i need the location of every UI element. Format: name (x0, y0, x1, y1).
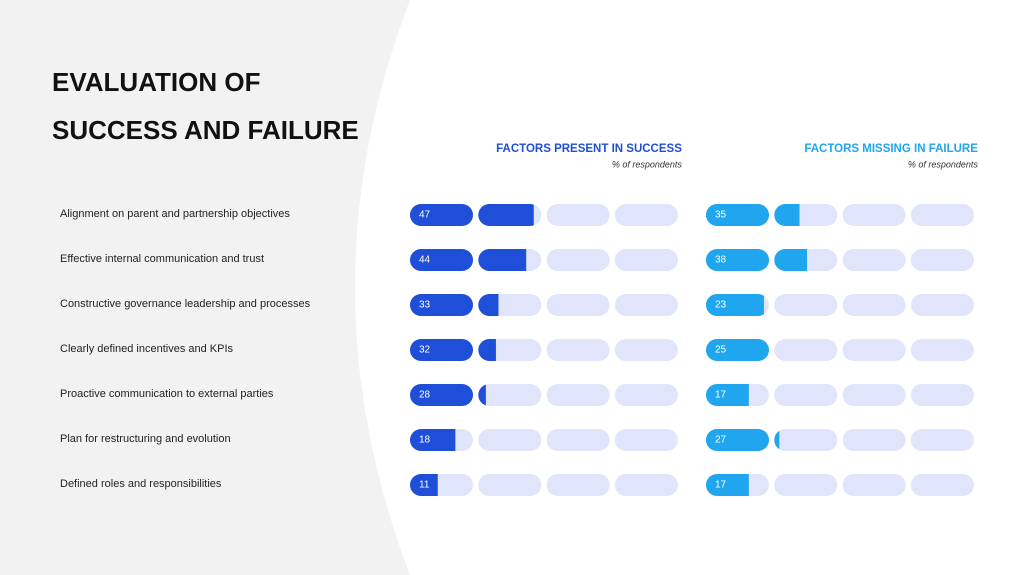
track (774, 429, 838, 451)
value-label: 28 (419, 390, 431, 401)
bar (706, 294, 764, 316)
track (910, 429, 974, 451)
track (910, 249, 974, 271)
background-curve (0, 0, 410, 575)
row-label: Effective internal communication and tru… (60, 253, 264, 265)
track (546, 294, 610, 316)
chart-subtitle: % of respondents (908, 159, 979, 169)
row-label: Clearly defined incentives and KPIs (60, 343, 234, 355)
chart-subtitle: % of respondents (612, 159, 683, 169)
track (614, 204, 678, 226)
slide-title: EVALUATION OF SUCCESS AND FAILURE (52, 67, 359, 145)
track (774, 474, 838, 496)
track (910, 204, 974, 226)
bar (410, 474, 438, 496)
chart-title: FACTORS MISSING IN FAILURE (804, 143, 978, 155)
track (614, 249, 678, 271)
track (478, 384, 542, 406)
track (910, 339, 974, 361)
value-label: 11 (419, 480, 430, 491)
track (478, 429, 542, 451)
track (842, 429, 906, 451)
row-label: Plan for restructuring and evolution (60, 433, 231, 445)
bar (706, 384, 749, 406)
track (910, 384, 974, 406)
value-label: 17 (715, 390, 727, 401)
row-label: Proactive communication to external part… (60, 388, 274, 400)
value-label: 23 (715, 300, 727, 311)
bar (706, 429, 780, 451)
track (910, 474, 974, 496)
track (546, 384, 610, 406)
track (842, 474, 906, 496)
track (614, 294, 678, 316)
bar (706, 339, 775, 361)
track (546, 249, 610, 271)
track (910, 294, 974, 316)
bar (410, 429, 456, 451)
value-label: 33 (419, 300, 431, 311)
track (614, 339, 678, 361)
track (546, 339, 610, 361)
track (546, 429, 610, 451)
track (546, 204, 610, 226)
bar (706, 474, 749, 496)
track (842, 339, 906, 361)
row-label: Alignment on parent and partnership obje… (60, 208, 290, 220)
row-label: Constructive governance leadership and p… (60, 298, 311, 310)
bar (706, 249, 808, 271)
value-label: 47 (419, 210, 431, 221)
bar (706, 204, 800, 226)
track (774, 339, 838, 361)
track (774, 384, 838, 406)
track (614, 429, 678, 451)
track (842, 249, 906, 271)
value-label: 27 (715, 435, 727, 446)
bar (410, 204, 534, 226)
value-label: 18 (419, 435, 431, 446)
value-label: 35 (715, 210, 727, 221)
value-label: 25 (715, 345, 727, 356)
track (614, 384, 678, 406)
bar (410, 249, 527, 271)
track (842, 384, 906, 406)
track (842, 294, 906, 316)
value-label: 17 (715, 480, 727, 491)
track (614, 474, 678, 496)
track (478, 474, 542, 496)
chart-title: FACTORS PRESENT IN SUCCESS (496, 143, 682, 155)
value-label: 38 (715, 255, 727, 266)
bar (410, 384, 486, 406)
track (774, 294, 838, 316)
track (842, 204, 906, 226)
track (546, 474, 610, 496)
row-label: Defined roles and responsibilities (60, 478, 222, 490)
value-label: 32 (419, 345, 431, 356)
value-label: 44 (419, 255, 431, 266)
